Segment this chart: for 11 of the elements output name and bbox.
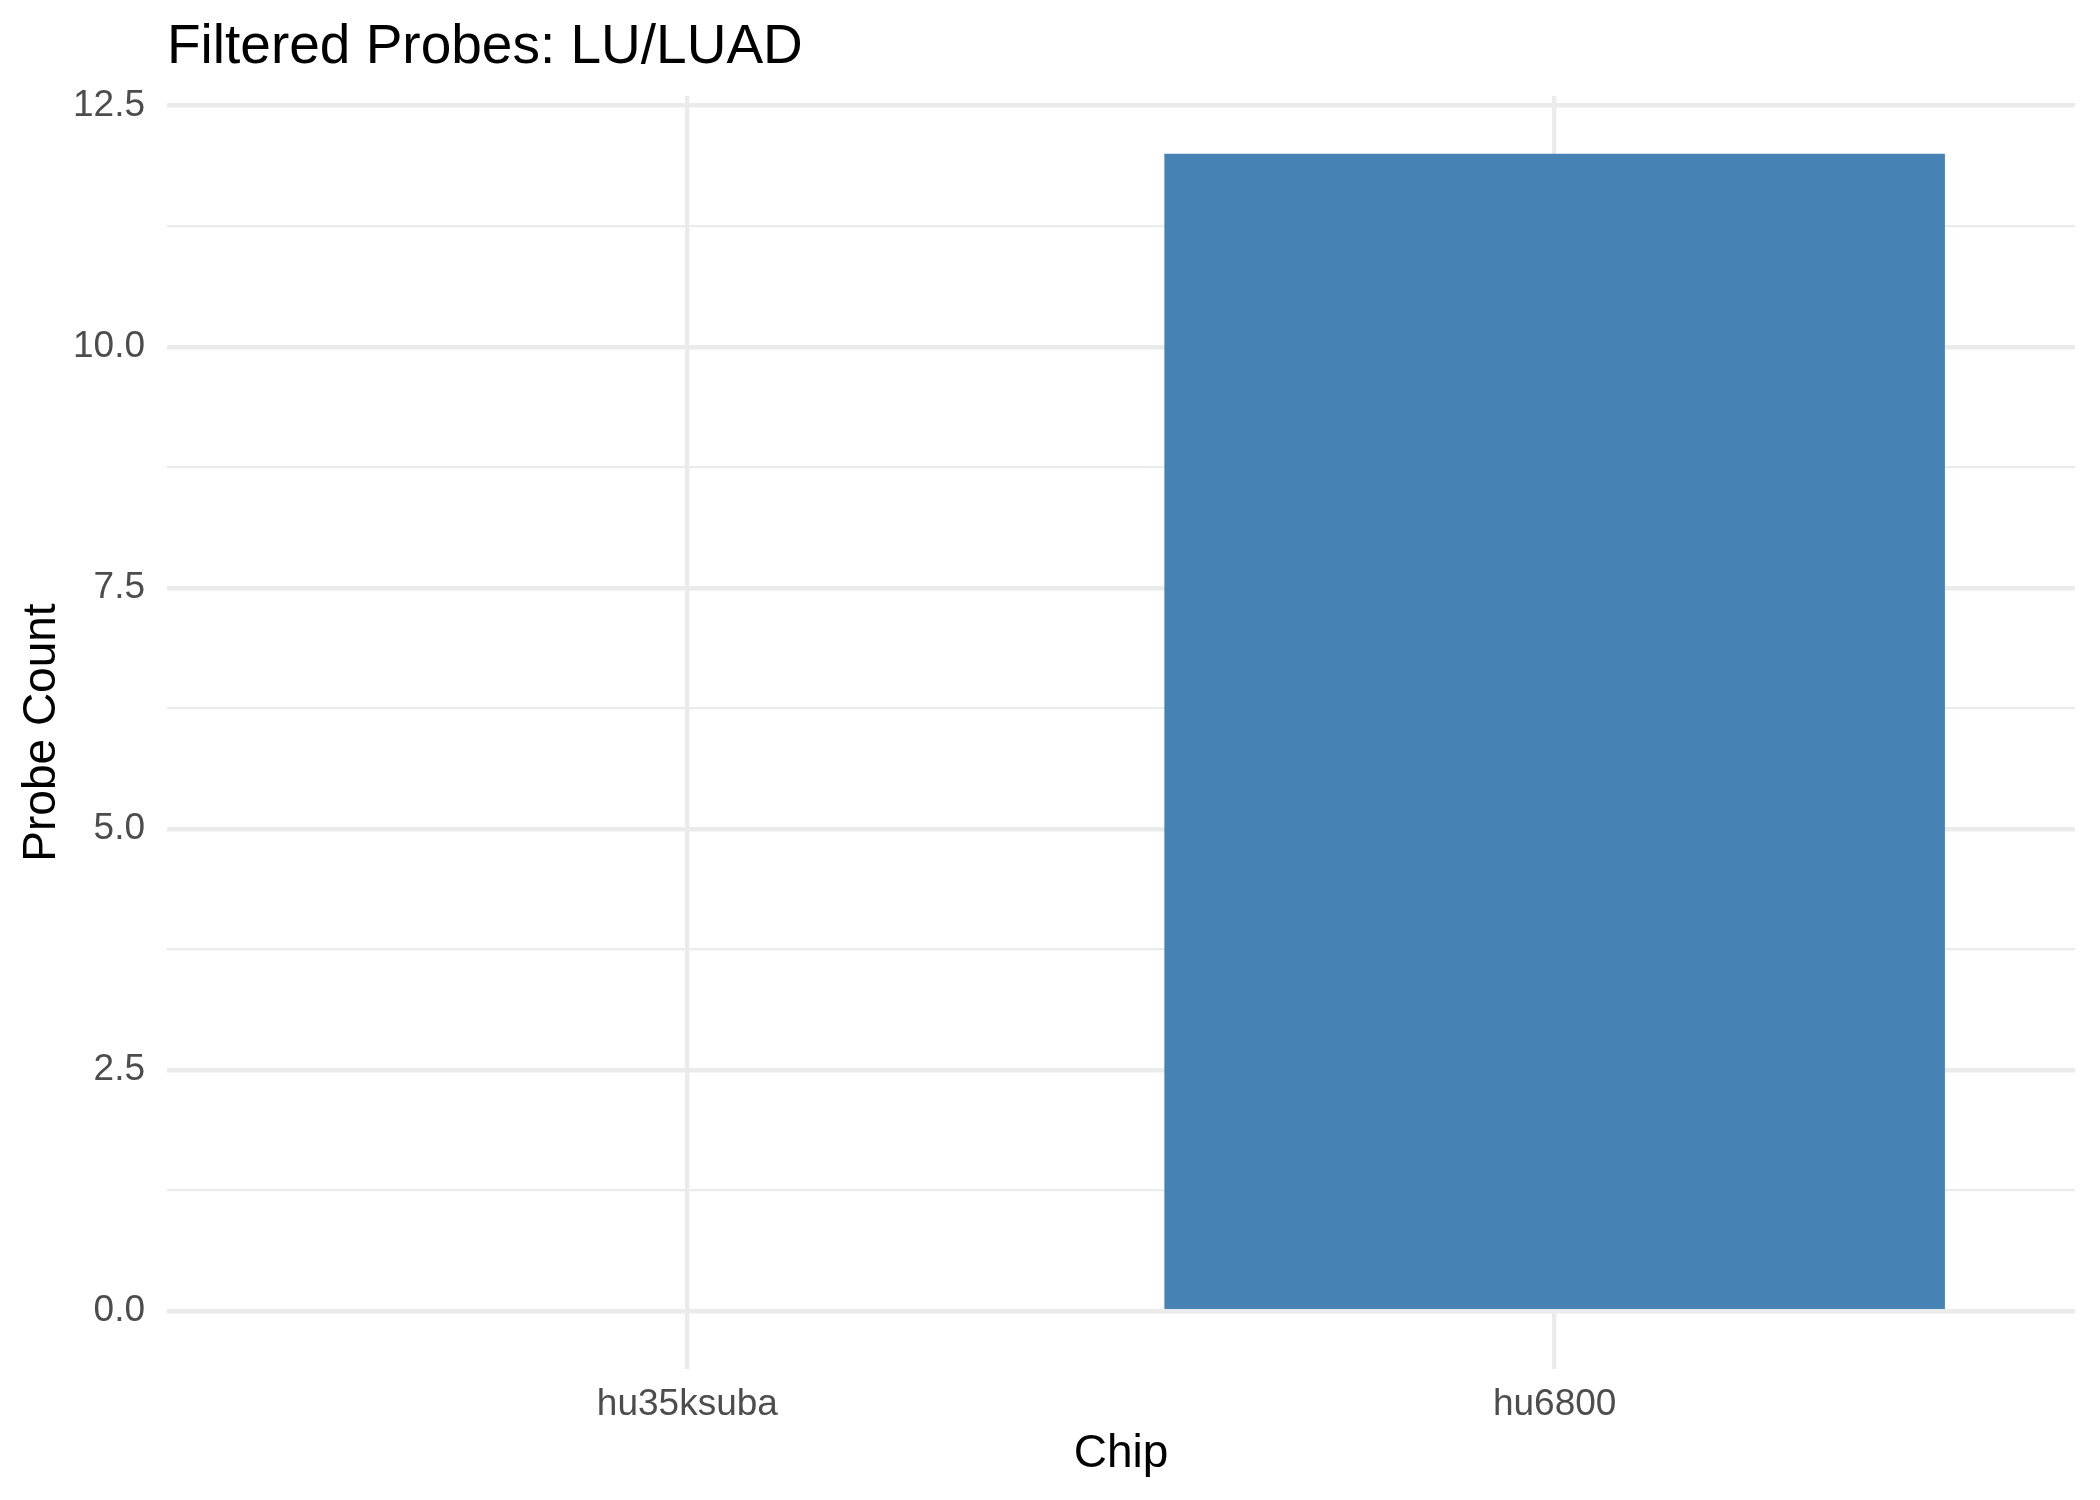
x-tick-label: hu35ksuba bbox=[596, 1382, 779, 1424]
y-tick-label: 5.0 bbox=[93, 806, 145, 848]
x-tick-label: hu6800 bbox=[1492, 1382, 1617, 1424]
y-tick-label: 7.5 bbox=[93, 565, 145, 607]
chart-title: Filtered Probes: LU/LUAD bbox=[167, 13, 803, 76]
y-tick-label: 10.0 bbox=[72, 323, 145, 365]
x-axis-title: Chip bbox=[1073, 1425, 1169, 1478]
y-axis-title: Probe Count bbox=[13, 603, 66, 862]
y-tick-label: 2.5 bbox=[93, 1047, 145, 1089]
y-tick-label: 0.0 bbox=[93, 1288, 145, 1330]
y-tick-label: 12.5 bbox=[72, 82, 145, 124]
